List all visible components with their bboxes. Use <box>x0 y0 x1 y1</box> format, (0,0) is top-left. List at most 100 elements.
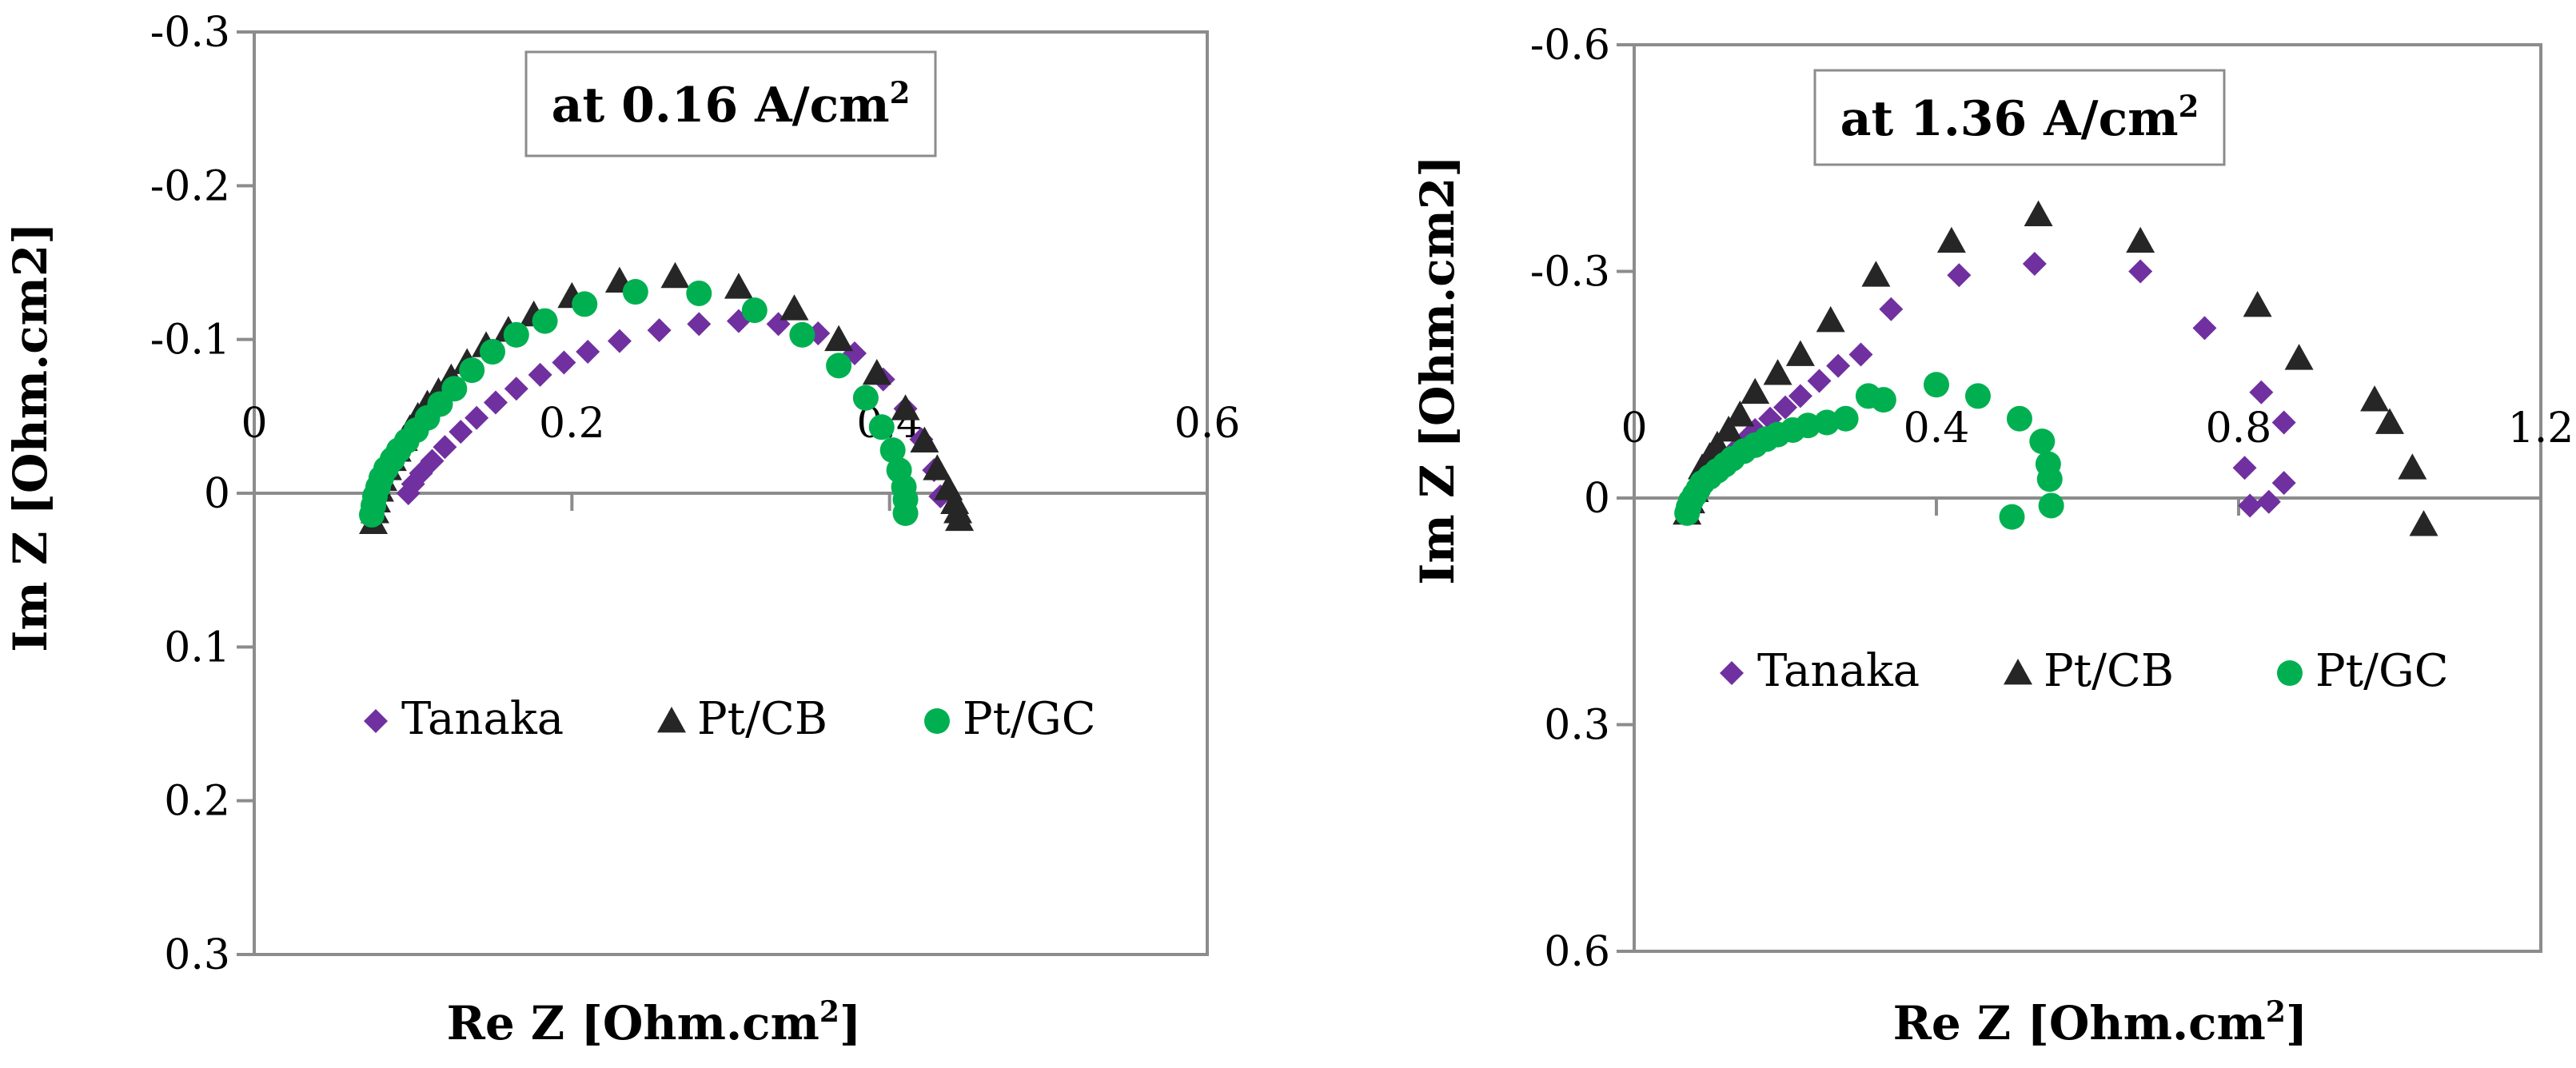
data-point-circle <box>2029 428 2056 455</box>
data-point-triangle <box>891 394 920 420</box>
y-tick-label: -0.1 <box>150 317 230 365</box>
data-point-triangle <box>1785 340 1815 366</box>
y-tick-label: 0.2 <box>164 778 230 826</box>
series-pt-gc <box>1674 372 2064 530</box>
legend-marker-circle <box>2277 660 2303 686</box>
data-point-diamond <box>2128 259 2153 284</box>
data-point-circle <box>1999 504 2025 530</box>
data-point-circle <box>789 321 815 348</box>
y-tick-label: -0.3 <box>1530 249 1610 297</box>
data-point-diamond <box>483 390 508 415</box>
data-point-circle <box>1795 412 1821 439</box>
y-tick-label: -0.2 <box>150 162 230 210</box>
chart-title-box <box>1813 69 2226 166</box>
data-point-triangle <box>824 325 854 352</box>
data-point-diamond <box>576 340 600 365</box>
data-point-triangle <box>780 294 809 321</box>
chart-title-box <box>524 50 937 157</box>
y-tick-label: 0 <box>1584 475 1610 523</box>
x-tick-label: 0 <box>1621 404 1647 452</box>
legend-marker-circle <box>924 708 950 734</box>
y-tick-label: 0.1 <box>164 624 230 671</box>
data-point-circle <box>441 376 468 402</box>
data-point-diamond <box>1807 369 1832 393</box>
data-point-circle <box>532 308 558 334</box>
data-point-circle <box>2036 466 2063 492</box>
data-point-diamond <box>1947 263 1972 288</box>
x-tick-label: 0.4 <box>1904 404 1970 452</box>
data-point-diamond <box>465 405 489 430</box>
y-axis-label: Im Z [Ohm.cm2] <box>3 222 58 652</box>
data-point-triangle <box>910 426 939 453</box>
data-point-triangle <box>1936 226 1966 253</box>
data-point-circle <box>480 339 505 365</box>
data-point-diamond <box>420 448 445 473</box>
legend-marker-diamond <box>1720 661 1744 685</box>
data-point-triangle <box>2375 408 2404 434</box>
data-point-diamond <box>2271 410 2296 435</box>
data-point-circle <box>1924 372 1949 398</box>
data-point-circle <box>741 297 768 324</box>
data-point-circle <box>892 500 919 527</box>
x-tick-label: 0.2 <box>539 400 605 448</box>
x-tick-label: 1.2 <box>2508 404 2574 452</box>
x-tick-label: 0.6 <box>1174 400 1241 448</box>
data-point-triangle <box>1741 377 1770 404</box>
data-point-triangle <box>1816 305 1845 333</box>
data-point-circle <box>1832 405 1859 432</box>
data-point-circle <box>852 385 879 411</box>
data-point-diamond <box>552 350 576 375</box>
data-point-triangle <box>660 261 690 289</box>
y-tick-label: 0.3 <box>164 931 230 979</box>
data-point-triangle <box>2360 385 2390 412</box>
data-point-circle <box>503 321 529 348</box>
data-point-diamond <box>1848 342 1873 367</box>
y-tick-label: -0.3 <box>150 9 230 57</box>
data-point-diamond <box>1879 297 1904 321</box>
data-point-circle <box>572 291 598 317</box>
data-point-circle <box>879 437 906 464</box>
data-point-triangle <box>2409 510 2438 536</box>
legend-marker-triangle <box>657 707 686 733</box>
data-point-triangle <box>1725 400 1755 427</box>
data-point-diamond <box>449 420 473 444</box>
data-point-triangle <box>2243 291 2272 317</box>
data-point-diamond <box>2249 380 2274 404</box>
data-point-diamond <box>647 318 672 343</box>
data-point-diamond <box>1773 395 1797 420</box>
x-tick-label: 0 <box>241 400 267 448</box>
chart-title: at 0.16 A/cm2 <box>552 75 911 134</box>
data-point-diamond <box>2256 489 2281 514</box>
data-point-diamond <box>1788 384 1812 408</box>
data-point-triangle <box>923 454 952 480</box>
data-point-diamond <box>528 362 552 387</box>
x-axis-label: Re Z [Ohm.cm2] <box>1893 995 2308 1050</box>
data-point-circle <box>1964 383 1991 409</box>
chart-panel-1: -0.3-0.2-0.100.10.20.300.20.40.6at 0.16 … <box>3 9 1240 1050</box>
data-point-circle <box>826 353 852 379</box>
legend-marker-triangle <box>2004 659 2032 685</box>
x-tick-label: 0.8 <box>2206 404 2272 452</box>
data-point-circle <box>1870 387 1896 413</box>
data-point-diamond <box>433 435 457 460</box>
data-point-triangle <box>945 504 975 532</box>
data-point-diamond <box>687 312 712 337</box>
x-axis-label: Re Z [Ohm.cm2] <box>447 995 862 1050</box>
series-pt-gc <box>359 279 919 528</box>
data-point-diamond <box>504 377 528 401</box>
y-tick-label: 0.6 <box>1544 928 1610 976</box>
y-tick-label: -0.6 <box>1530 22 1610 70</box>
data-point-triangle <box>724 273 753 299</box>
data-point-circle <box>459 357 485 384</box>
chart-title: at 1.36 A/cm2 <box>1840 89 2199 147</box>
data-point-triangle <box>1763 359 1792 385</box>
legend-marker-diamond <box>364 709 388 733</box>
legend-label: Pt/CB <box>2044 645 2174 697</box>
data-point-triangle <box>2126 226 2155 253</box>
data-point-triangle <box>1714 415 1744 442</box>
legend-label: Pt/CB <box>697 693 827 745</box>
data-point-circle <box>2038 492 2064 519</box>
data-point-diamond <box>1826 353 1851 378</box>
y-tick-label: 0 <box>204 470 230 518</box>
